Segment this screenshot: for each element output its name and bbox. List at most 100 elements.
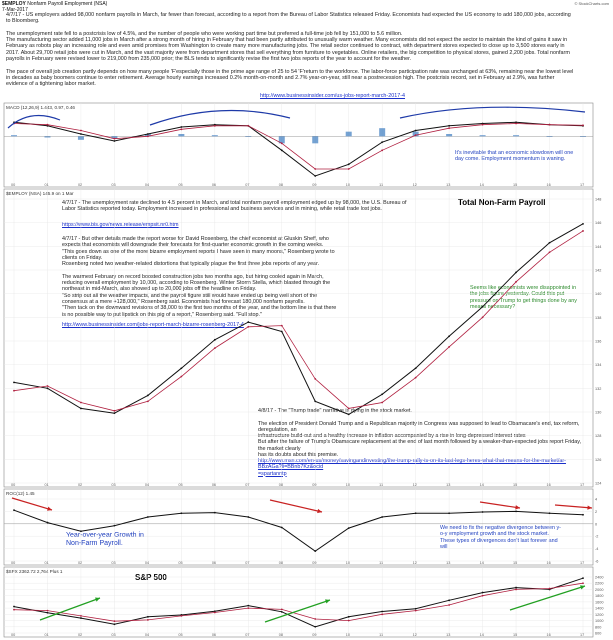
histogram-bar <box>44 136 51 138</box>
data-point <box>146 400 149 403</box>
x-tick-label: 15 <box>513 183 517 187</box>
data-point <box>213 338 216 341</box>
data-point <box>347 527 350 530</box>
article-link-1[interactable]: http://www.businessinsider.com/us-jobs-r… <box>260 93 406 99</box>
y-tick-label: 2200 <box>595 582 603 586</box>
article-link-2[interactable]: https://www.bls.gov/news.release/empsit.… <box>62 222 179 228</box>
data-point <box>146 394 149 397</box>
x-tick-label: 08 <box>279 633 283 637</box>
data-point <box>80 530 82 533</box>
rosen-line: expects that economists will downgrade t… <box>62 242 324 249</box>
histogram-bar <box>345 131 352 137</box>
x-tick-label: 11 <box>379 561 383 565</box>
intro-line: payrolls in February were revised lower … <box>6 56 412 63</box>
x-tick-label: 05 <box>178 183 182 187</box>
panel-frames: MACD (12,26,9) 1.443, 0.97, 0.46 $EMPLOY … <box>3 102 594 638</box>
data-point <box>314 175 317 177</box>
data-point <box>381 516 384 518</box>
x-tick-label: 06 <box>212 633 216 637</box>
data-point <box>448 512 451 515</box>
histogram-bar <box>144 134 151 137</box>
panel-legend: $EMPLOY (NSA) 145.9 on 1 Mar <box>6 191 74 196</box>
data-point <box>213 124 216 127</box>
data-point <box>146 133 149 135</box>
histogram-bar <box>412 131 419 137</box>
histogram-bar <box>446 134 453 137</box>
y-tick-label: 1400 <box>595 607 603 611</box>
y-tick-label: 600 <box>595 632 601 636</box>
x-tick-label: 14 <box>480 183 484 187</box>
divergence-arrow-head <box>47 506 52 511</box>
data-point <box>481 316 484 319</box>
sp500-label: S&P 500 <box>135 573 167 582</box>
x-tick-label: 10 <box>346 633 350 637</box>
total-payroll-label: Total Non-Farm Payroll <box>458 198 546 207</box>
trump-line: 4/8/17 - The "Trump trade" narrative is … <box>258 408 412 414</box>
x-tick-label: 13 <box>446 561 450 565</box>
data-point <box>13 605 15 608</box>
data-point <box>448 124 451 127</box>
data-point <box>381 401 384 404</box>
trend-arc <box>7 114 61 129</box>
histogram-bar <box>245 136 252 137</box>
y-tick-label: 136 <box>595 340 601 344</box>
data-point <box>515 280 517 283</box>
intro-line: The manufacturing sector added 11,000 jo… <box>6 37 568 44</box>
data-point <box>280 610 283 613</box>
data-point <box>381 613 384 616</box>
y-tick-label: 124 <box>595 482 601 486</box>
x-tick-label: 17 <box>580 183 584 187</box>
intro-line: February as robots play an increasing ro… <box>6 43 565 50</box>
data-point <box>414 607 417 610</box>
x-tick-label: 05 <box>178 483 182 487</box>
data-point <box>548 123 551 126</box>
panel-frame <box>3 102 594 188</box>
histogram-bar <box>211 135 218 137</box>
data-point <box>46 387 49 390</box>
data-point <box>314 625 317 628</box>
panel-legend: $SPX 2362.72 2,764 Plus 1 <box>6 569 63 574</box>
histogram-bar <box>312 136 319 144</box>
x-tick-label: 15 <box>513 483 517 487</box>
data-point <box>13 608 15 611</box>
data-point <box>113 140 116 142</box>
article-link-3[interactable]: http://www.businessinsider.com/jobs-repo… <box>62 322 244 328</box>
histogram-bar <box>77 136 84 140</box>
rosen-line: "Then tack on the downward revisions of … <box>62 305 337 312</box>
x-tick-label: 08 <box>279 183 283 187</box>
x-tick-label: 09 <box>312 633 316 637</box>
data-point <box>13 389 15 392</box>
divergence-note: We need to fix the negative divergence b… <box>440 525 561 550</box>
data-point <box>481 511 484 513</box>
x-tick-label: 04 <box>145 183 149 187</box>
data-point <box>46 611 49 614</box>
x-tick-label: 00 <box>11 483 15 487</box>
series-line <box>13 230 584 412</box>
data-point <box>46 521 49 524</box>
unemp-line: Labor Statistics reported today. Employm… <box>62 206 382 213</box>
data-point <box>180 375 183 378</box>
y-tick-label: -6 <box>595 560 598 564</box>
y-tick-label: 140 <box>595 292 601 296</box>
data-point <box>280 142 283 145</box>
trump-line: But after the failure of Trump's Obamaca… <box>258 439 582 452</box>
panel-legend: MACD (12,26,9) 1.443, 0.97, 0.46 <box>6 105 75 110</box>
histogram-bar <box>379 128 386 137</box>
data-point <box>582 582 584 585</box>
uptrend-arrow-head <box>580 585 585 590</box>
data-point <box>213 610 216 613</box>
data-point <box>515 122 517 125</box>
histogram-bar <box>479 135 486 137</box>
x-tick-label: 10 <box>346 483 350 487</box>
data-point <box>414 512 417 515</box>
intro-line: evidence of a tightening labor market. <box>6 81 96 88</box>
article-link-4[interactable]: http://www.msn.com/en-us/money/savingand… <box>258 458 566 477</box>
data-point <box>582 230 584 232</box>
x-tick-label: 11 <box>379 483 383 487</box>
x-tick-label: 16 <box>547 633 551 637</box>
trend-arc <box>149 109 291 126</box>
x-tick-label: 12 <box>413 561 417 565</box>
data-point <box>113 412 116 415</box>
x-tick-label: 01 <box>44 183 48 187</box>
